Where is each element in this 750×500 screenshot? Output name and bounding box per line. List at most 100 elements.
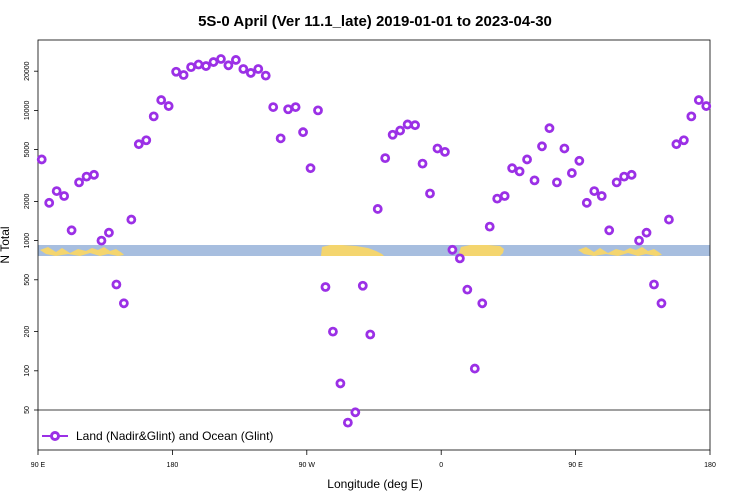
data-point [417, 158, 428, 169]
data-point [626, 169, 637, 180]
data-point [216, 54, 226, 64]
data-point [178, 70, 189, 80]
data-point [611, 177, 622, 188]
data-point [141, 135, 152, 146]
chart-title: 5S-0 April (Ver 11.1_late) 2019-01-01 to… [198, 13, 552, 30]
data-point [656, 298, 667, 309]
data-point [342, 417, 353, 428]
data-point [701, 101, 712, 111]
data-point [649, 279, 659, 290]
data-point [462, 284, 473, 295]
plot-frame [37, 39, 711, 451]
data-point [365, 329, 376, 340]
x-tick-label: 0 [439, 462, 443, 469]
data-point [499, 191, 510, 201]
data-point [44, 197, 55, 208]
data-point [201, 61, 211, 71]
data-point [425, 188, 435, 199]
data-point [678, 135, 689, 146]
world-map-band [38, 245, 710, 256]
data-point [671, 139, 682, 150]
data-point [589, 186, 600, 196]
data-point [686, 111, 697, 122]
x-axis-label: Longitude (deg E) [327, 477, 422, 491]
data-point [320, 282, 331, 292]
data-point [693, 95, 704, 105]
data-point [529, 175, 540, 186]
data-point [357, 280, 368, 291]
data-point [133, 139, 144, 150]
data-point [544, 123, 555, 134]
data-point [514, 166, 525, 177]
data-point [118, 298, 129, 309]
y-axis-label: N Total [0, 226, 12, 263]
y-tick-label: 2000 [24, 194, 31, 210]
data-point [268, 102, 279, 112]
data-point [619, 171, 630, 182]
data-point [454, 253, 465, 264]
legend-marker [50, 431, 60, 441]
y-tick-label: 50 [24, 406, 31, 414]
x-tick-label: 90 E [568, 462, 583, 469]
data-point [641, 227, 652, 238]
data-point [290, 102, 301, 112]
data-point [260, 70, 271, 81]
data-point [171, 66, 182, 77]
land-maritime-continent-repeat [578, 247, 662, 256]
data-point [447, 244, 458, 255]
data-point [148, 111, 159, 122]
legend: Land (Nadir&Glint) and Ocean (Glint) [42, 429, 273, 443]
y-tick-label: 5000 [24, 142, 31, 158]
data-point [634, 235, 644, 246]
data-point [432, 143, 443, 154]
data-point [664, 214, 674, 225]
y-tick-label: 500 [24, 274, 31, 286]
data-point [402, 119, 413, 130]
data-point [74, 177, 84, 188]
data-point [81, 171, 92, 182]
data-point [566, 168, 577, 178]
data-point [350, 407, 361, 418]
y-axis: 50 100 200 500 1000 2000 5000 10000 20000 [24, 61, 38, 414]
data-point [51, 186, 62, 196]
y-tick-label: 20000 [24, 61, 31, 81]
data-point [298, 127, 308, 138]
data-point [372, 204, 383, 214]
data-point [313, 105, 323, 116]
data-point [96, 235, 107, 246]
data-point [104, 227, 114, 238]
data-point [492, 193, 503, 204]
data-point [596, 191, 607, 201]
data-point [477, 298, 488, 309]
data-point [537, 141, 547, 152]
data-point [156, 95, 167, 105]
data-point [126, 214, 137, 225]
data-point [223, 60, 234, 71]
data-point [440, 146, 450, 157]
data-point [604, 225, 615, 236]
x-tick-label: 180 [167, 462, 179, 469]
data-point [89, 169, 99, 180]
data-point [574, 155, 585, 166]
y-tick-label: 100 [24, 365, 31, 377]
land-maritime-continent [40, 247, 124, 256]
data-point [59, 191, 70, 201]
land-americas [321, 245, 384, 256]
data-point [581, 197, 592, 208]
y-tick-label: 1000 [24, 233, 31, 249]
data-point [507, 163, 518, 174]
data-point [66, 225, 77, 236]
data-point [305, 163, 316, 174]
data-point [245, 68, 256, 78]
x-axis: 90 E 180 90 W 0 90 E 180 [31, 450, 716, 469]
data-point [238, 64, 249, 74]
data-point [380, 153, 391, 164]
legend-label: Land (Nadir&Glint) and Ocean (Glint) [76, 429, 273, 443]
data-point [484, 221, 495, 232]
x-tick-label: 90 W [299, 462, 316, 469]
data-point [559, 143, 570, 154]
data-point [208, 57, 219, 67]
y-tick-label: 10000 [24, 101, 31, 121]
x-tick-label: 180 [704, 462, 716, 469]
